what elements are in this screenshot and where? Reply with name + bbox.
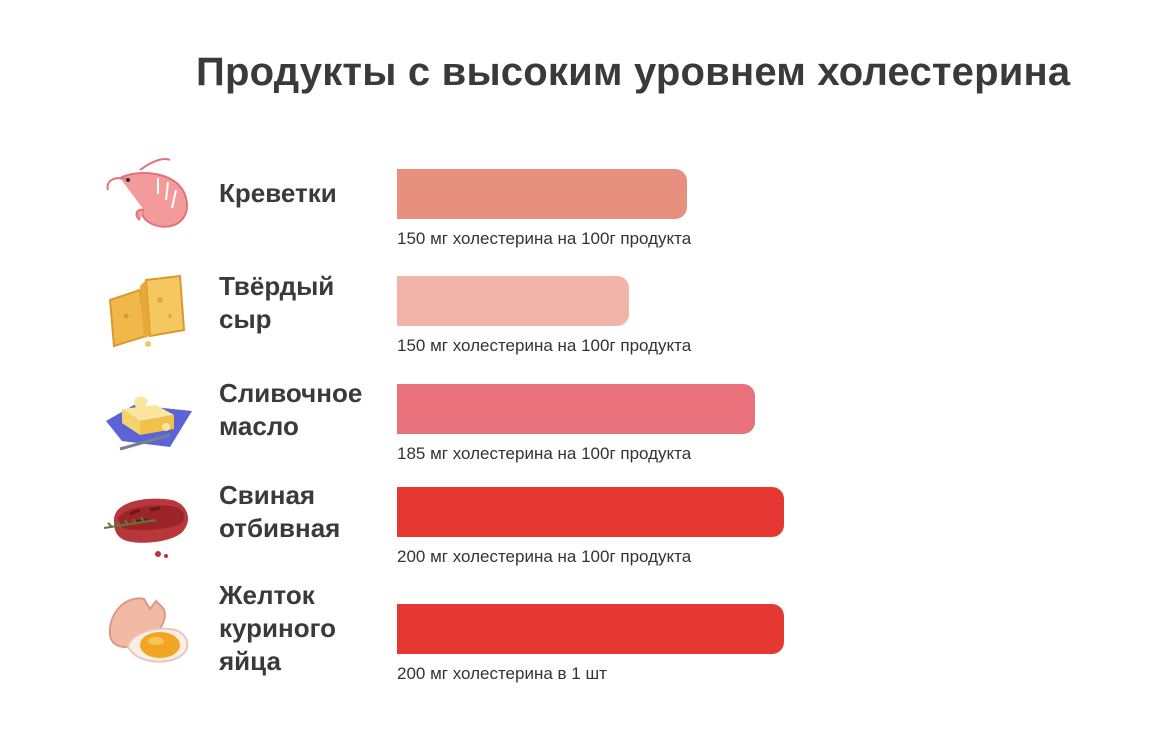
bar bbox=[397, 276, 629, 326]
bar bbox=[397, 169, 687, 219]
bar-caption: 200 мг холестерина в 1 шт bbox=[397, 664, 607, 683]
bar-caption: 150 мг холестерина на 100г продукта bbox=[397, 229, 692, 248]
egg-yolk-icon bbox=[100, 585, 196, 681]
category-label: Свиная отбивная bbox=[219, 480, 341, 543]
category-label: Желток куриного яйца bbox=[219, 580, 336, 676]
bar bbox=[397, 487, 784, 537]
shrimp-icon bbox=[100, 150, 196, 246]
bar bbox=[397, 604, 784, 654]
butter-icon bbox=[100, 365, 196, 461]
bar-caption: 150 мг холестерина на 100г продукта bbox=[397, 336, 692, 355]
bar bbox=[397, 384, 755, 434]
category-label: Креветки bbox=[219, 178, 337, 208]
bar-caption: 185 мг холестерина на 100г продукта bbox=[397, 444, 692, 463]
category-label: Твёрдый сыр bbox=[219, 271, 335, 334]
bar-caption: 200 мг холестерина на 100г продукта bbox=[397, 547, 692, 566]
pork-chop-icon bbox=[100, 470, 196, 566]
category-label: Сливочное масло bbox=[219, 378, 363, 441]
cheese-icon bbox=[100, 260, 196, 356]
chart-title: Продукты с высоким уровнем холестерина bbox=[196, 50, 1071, 94]
